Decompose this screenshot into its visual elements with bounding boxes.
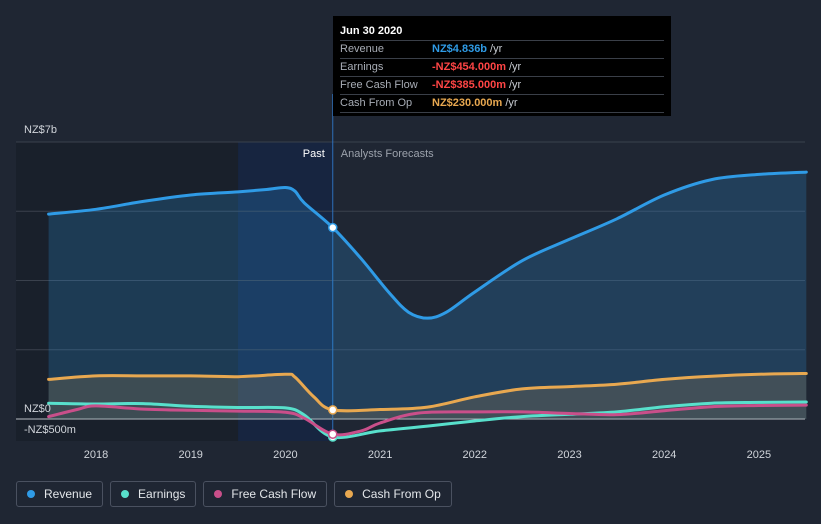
tooltip-label: Free Cash Flow bbox=[340, 79, 418, 91]
tooltip: Jun 30 2020 Revenue NZ$4.836b /yr Earnin… bbox=[333, 16, 671, 116]
x-tick-label: 2020 bbox=[273, 449, 297, 461]
x-tick-label: 2018 bbox=[84, 449, 108, 461]
x-tick-label: 2022 bbox=[463, 449, 487, 461]
tooltip-row-revenue: Revenue NZ$4.836b /yr bbox=[340, 41, 664, 59]
tooltip-value: NZ$4.836b bbox=[432, 43, 488, 55]
x-tick-label: 2023 bbox=[557, 449, 581, 461]
line-layer bbox=[47, 170, 808, 440]
earnings-line bbox=[47, 400, 808, 440]
legend-item-free-cash-flow[interactable]: Free Cash Flow bbox=[203, 481, 328, 507]
tooltip-label: Cash From Op bbox=[340, 97, 413, 109]
free-cash-flow-marker bbox=[328, 429, 338, 439]
forecast-label: Analysts Forecasts bbox=[341, 148, 434, 160]
legend-item-cash-from-op[interactable]: Cash From Op bbox=[334, 481, 452, 507]
chart-svg: NZ$7b NZ$0 -NZ$500m 2018 2019 2020 2021 2022 202… bbox=[16, 94, 808, 461]
tooltip-value: -NZ$454.000m bbox=[432, 61, 506, 73]
legend-label: Cash From Op bbox=[362, 487, 441, 501]
x-tick-label: 2019 bbox=[178, 449, 202, 461]
tooltip-value: NZ$230.000m bbox=[432, 97, 503, 109]
legend-label: Earnings bbox=[138, 487, 186, 501]
legend-item-earnings[interactable]: Earnings bbox=[110, 481, 197, 507]
cash-from-op-dot-icon bbox=[345, 490, 354, 498]
tooltip-date: Jun 30 2020 bbox=[340, 22, 664, 41]
tooltip-unit: /yr bbox=[509, 79, 522, 91]
revenue-area bbox=[48, 172, 807, 419]
tooltip-label: Revenue bbox=[340, 43, 385, 55]
tooltip-unit: /yr bbox=[490, 43, 503, 55]
cash-from-op-marker bbox=[328, 405, 338, 415]
revenue-marker bbox=[328, 222, 338, 233]
grid-layer bbox=[16, 94, 805, 441]
free-cash-flow-line bbox=[47, 403, 808, 437]
y-tick-label: -NZ$500m bbox=[24, 424, 76, 436]
tooltip-row-free-cash-flow: Free Cash Flow -NZ$385.000m /yr bbox=[340, 77, 664, 95]
label-layer: NZ$7b NZ$0 -NZ$500m 2018 2019 2020 2021 2022 202… bbox=[24, 124, 771, 461]
legend: Revenue Earnings Free Cash Flow Cash Fro… bbox=[16, 481, 459, 507]
revenue-dot-icon bbox=[27, 490, 35, 498]
legend-item-revenue[interactable]: Revenue bbox=[16, 481, 104, 507]
past-label: Past bbox=[303, 148, 325, 160]
marker-layer bbox=[328, 222, 338, 442]
tooltip-label: Earnings bbox=[340, 61, 384, 73]
tooltip-unit: /yr bbox=[505, 97, 518, 109]
tooltip-row-cash-from-op: Cash From Op NZ$230.000m /yr bbox=[340, 95, 664, 113]
x-tick-label: 2025 bbox=[747, 449, 771, 461]
free-cash-flow-dot-icon bbox=[214, 490, 223, 498]
x-tick-label: 2021 bbox=[368, 449, 392, 461]
y-tick-label: NZ$0 bbox=[24, 403, 51, 415]
legend-label: Free Cash Flow bbox=[231, 487, 317, 501]
legend-label: Revenue bbox=[44, 487, 93, 501]
tooltip-value: -NZ$385.000m bbox=[432, 79, 506, 91]
tooltip-row-earnings: Earnings -NZ$454.000m /yr bbox=[340, 59, 664, 77]
revenue-line bbox=[47, 170, 808, 320]
earnings-dot-icon bbox=[121, 490, 130, 498]
tooltip-unit: /yr bbox=[509, 61, 522, 73]
cash-from-op-line bbox=[47, 372, 808, 413]
area-layer bbox=[48, 172, 807, 419]
y-tick-label: NZ$7b bbox=[24, 124, 57, 136]
x-tick-label: 2024 bbox=[652, 449, 676, 461]
